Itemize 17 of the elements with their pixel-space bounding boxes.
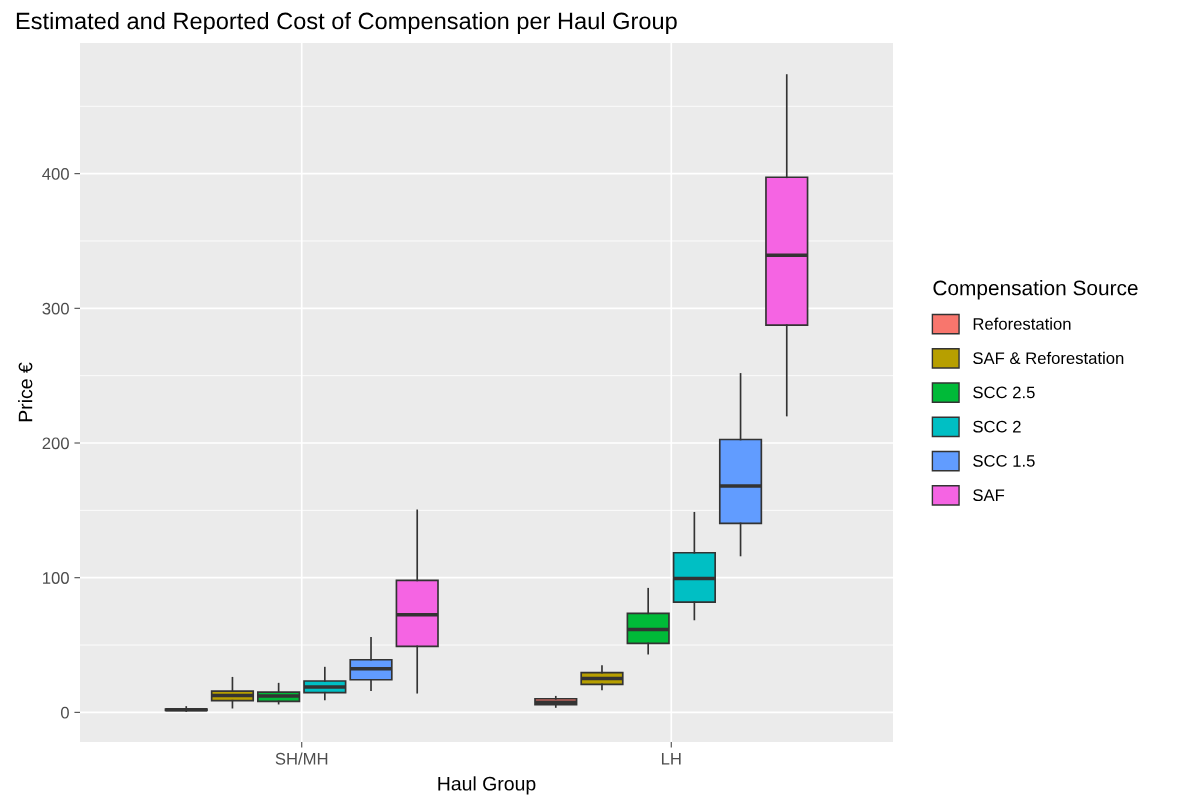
y-tick-label: 0 — [60, 706, 69, 719]
y-tick-label: 400 — [42, 168, 69, 180]
y-tick-label: 200 — [42, 437, 69, 450]
x-tick-label: LH — [661, 753, 681, 765]
legend-label: SAF — [973, 489, 1005, 502]
x-axis-title: Haul Group — [438, 776, 536, 795]
legend-label: Reforestation — [973, 317, 1071, 330]
chart-title: Estimated and Reported Cost of Compensation per Haul Group — [16, 12, 677, 35]
legend-label: SCC 1.5 — [973, 454, 1035, 467]
y-tick-label: 300 — [42, 302, 69, 315]
legend-label: SCC 2.5 — [973, 386, 1035, 399]
legend-label: SCC 2 — [973, 420, 1021, 433]
y-axis-title: Price € — [18, 362, 33, 422]
legend-title: Compensation Source — [933, 280, 1138, 300]
y-tick-label: 100 — [43, 572, 69, 584]
legend-label: SAF & Reforestation — [973, 351, 1124, 365]
x-tick-label: SH/MH — [275, 752, 328, 765]
